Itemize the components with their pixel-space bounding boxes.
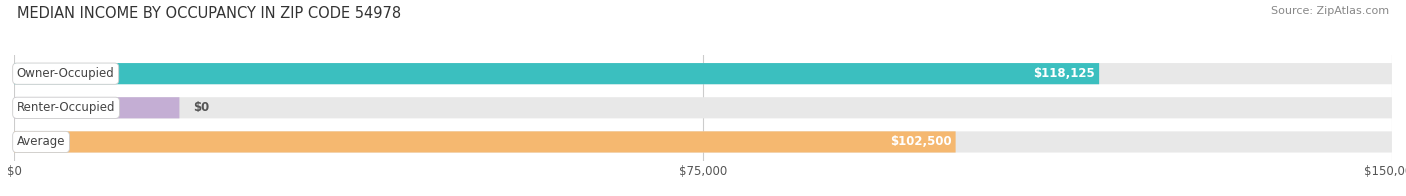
Text: $118,125: $118,125	[1033, 67, 1095, 80]
FancyBboxPatch shape	[14, 131, 956, 152]
Text: Renter-Occupied: Renter-Occupied	[17, 101, 115, 114]
Text: Source: ZipAtlas.com: Source: ZipAtlas.com	[1271, 6, 1389, 16]
Text: $102,500: $102,500	[890, 135, 952, 148]
FancyBboxPatch shape	[14, 97, 180, 118]
Text: MEDIAN INCOME BY OCCUPANCY IN ZIP CODE 54978: MEDIAN INCOME BY OCCUPANCY IN ZIP CODE 5…	[17, 6, 401, 21]
Text: Owner-Occupied: Owner-Occupied	[17, 67, 114, 80]
Text: Average: Average	[17, 135, 65, 148]
Text: $0: $0	[193, 101, 209, 114]
FancyBboxPatch shape	[14, 63, 1392, 84]
FancyBboxPatch shape	[14, 131, 1392, 152]
FancyBboxPatch shape	[14, 63, 1099, 84]
FancyBboxPatch shape	[14, 97, 1392, 118]
